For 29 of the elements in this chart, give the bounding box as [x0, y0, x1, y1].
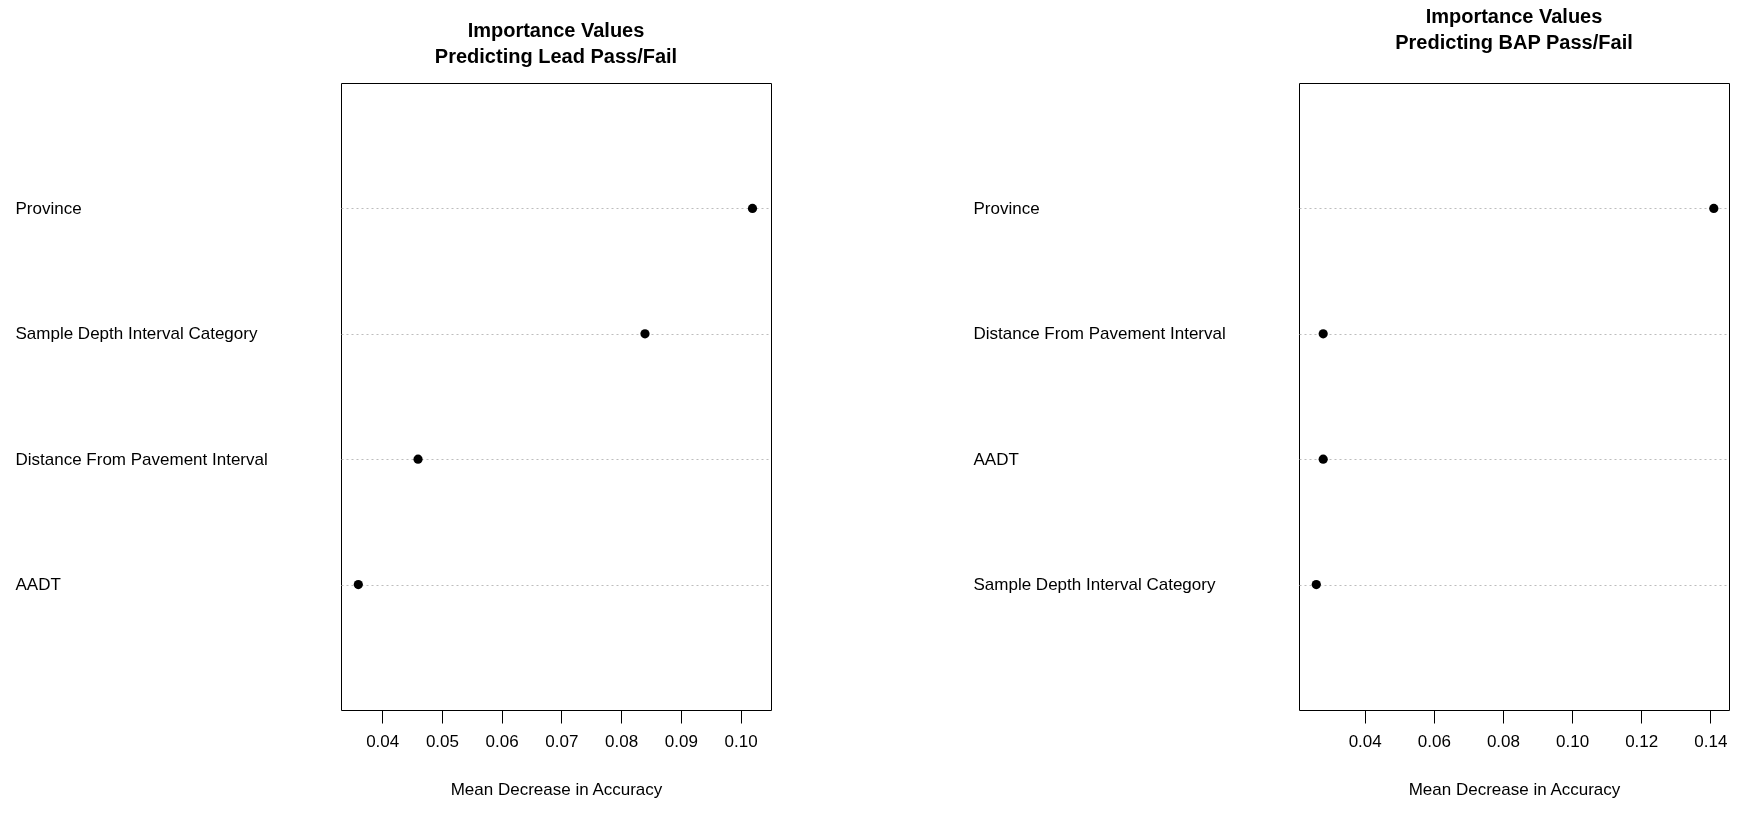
- x-axis-title: Mean Decrease in Accuracy: [450, 779, 663, 799]
- point: [353, 580, 363, 590]
- y-tick-label: Province: [15, 198, 82, 218]
- x-axis-title: Mean Decrease in Accuracy: [1408, 779, 1621, 799]
- x-tick-label: 0.04: [366, 731, 400, 751]
- x-tick-label: 0.08: [605, 731, 639, 751]
- y-tick-label: Distance From Pavement Interval: [15, 449, 268, 469]
- y-tick-label: AADT: [15, 575, 61, 595]
- y-tick-label: Province: [973, 198, 1040, 218]
- x-tick-label: 0.06: [485, 731, 519, 751]
- y-tick-label: Sample Depth Interval Category: [973, 575, 1216, 595]
- point: [747, 203, 758, 213]
- x-tick-label: 0.10: [1556, 731, 1590, 751]
- x-tick-label: 0.14: [1694, 731, 1728, 751]
- x-tick-label: 0.04: [1348, 731, 1382, 751]
- chart-title: Importance Values Predicting Lead Pass/Fail: [434, 19, 678, 67]
- x-tick-label: 0.08: [1486, 731, 1520, 751]
- y-tick-label: AADT: [973, 449, 1019, 469]
- x-tick-label: 0.09: [664, 731, 698, 751]
- chart-title: Importance Values Predicting BAP Pass/Fail: [1395, 5, 1633, 53]
- x-tick-label: 0.07: [545, 731, 579, 751]
- y-tick-label: Sample Depth Interval Category: [15, 324, 258, 344]
- y-tick-label: Distance From Pavement Interval: [973, 324, 1226, 344]
- x-tick-label: 0.10: [724, 731, 758, 751]
- point: [640, 329, 650, 339]
- x-tick-label: 0.12: [1625, 731, 1659, 751]
- x-tick-label: 0.06: [1417, 731, 1451, 751]
- x-tick-label: 0.05: [425, 731, 459, 751]
- point: [413, 454, 423, 464]
